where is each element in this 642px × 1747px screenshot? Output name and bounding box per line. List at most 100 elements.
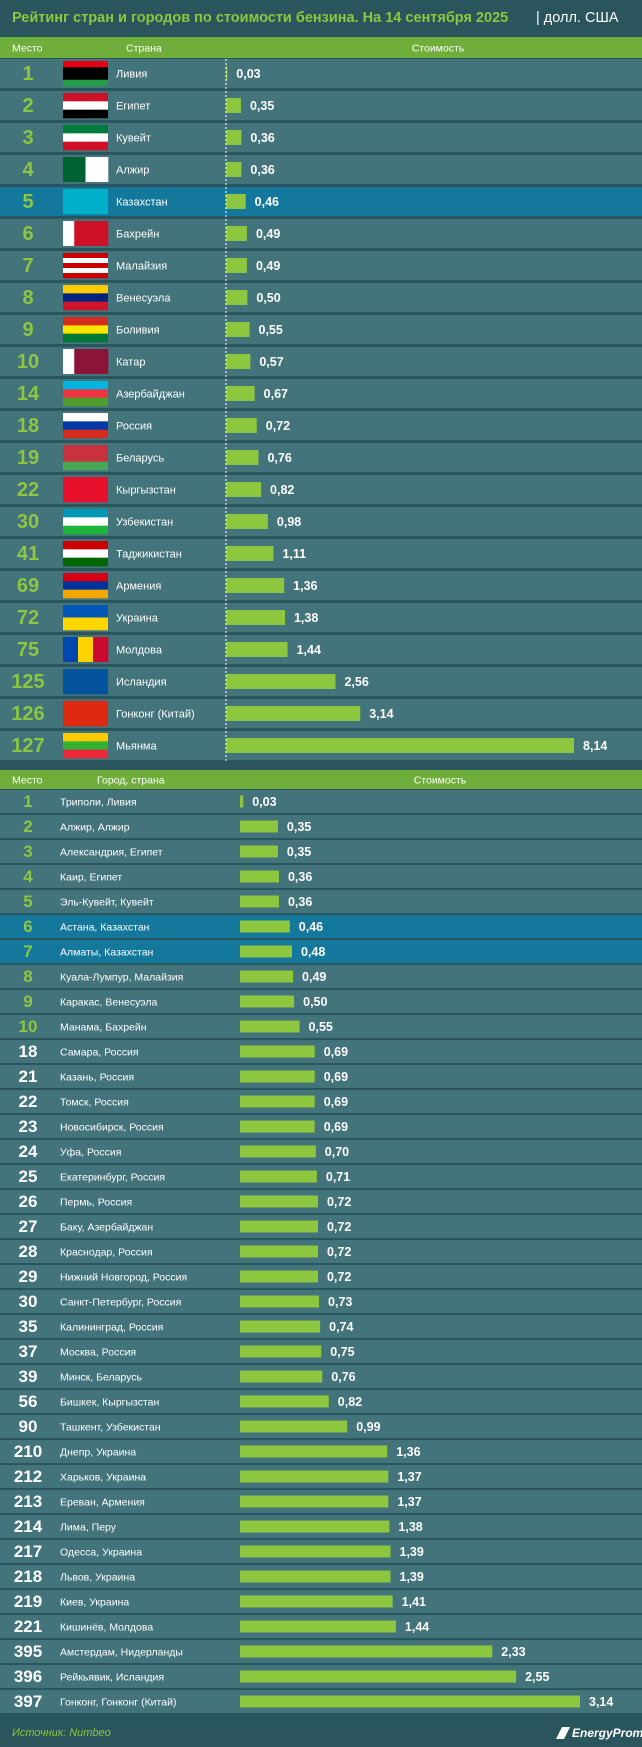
category-label: Алжир — [116, 164, 149, 176]
row — [0, 1290, 642, 1313]
value-label: 1,41 — [402, 1595, 426, 1609]
value-label: 0,69 — [324, 1120, 348, 1134]
value-label: 1,37 — [397, 1495, 421, 1509]
column-header-bar — [0, 770, 642, 789]
rank: 72 — [17, 607, 39, 629]
value-label: 2,55 — [525, 1670, 549, 1684]
category-label: Алжир, Алжир — [60, 821, 130, 833]
value-label: 0,99 — [356, 1420, 380, 1434]
value-label: 1,37 — [397, 1470, 421, 1484]
row — [0, 1090, 642, 1113]
rank: 4 — [22, 159, 34, 181]
value-label: 1,39 — [400, 1570, 424, 1584]
flag — [63, 517, 108, 526]
row — [0, 1015, 642, 1038]
flag — [63, 701, 108, 727]
bar — [240, 1145, 316, 1158]
category-label: Ташкент, Узбекистан — [60, 1421, 161, 1433]
rank: 37 — [19, 1342, 38, 1361]
column-header: Стоимость — [414, 774, 467, 786]
value-label: 0,35 — [250, 99, 274, 113]
category-label: Куала-Лумпур, Малайзия — [60, 971, 183, 983]
flag — [63, 397, 108, 407]
rank: 27 — [19, 1217, 38, 1236]
rank: 221 — [14, 1617, 42, 1636]
rank: 212 — [14, 1467, 42, 1486]
category-label: Эль-Кувейт, Кувейт — [60, 896, 154, 908]
row — [0, 1215, 642, 1238]
rank: 125 — [11, 671, 44, 693]
flag — [63, 525, 108, 535]
value-label: 0,72 — [327, 1245, 351, 1259]
category-label: Амстердам, Нидерланды — [60, 1646, 183, 1658]
value-label: 0,69 — [324, 1095, 348, 1109]
value-label: 0,72 — [327, 1220, 351, 1234]
category-label: Египет — [116, 100, 150, 112]
value-label: 0,76 — [331, 1370, 355, 1384]
rank: 218 — [14, 1567, 42, 1586]
flag — [63, 125, 108, 134]
value-label: 0,55 — [309, 1020, 333, 1034]
bar — [240, 1320, 321, 1333]
category-label: Украина — [116, 612, 159, 624]
row — [0, 1240, 642, 1263]
rank: 25 — [19, 1167, 38, 1186]
flag — [63, 557, 108, 567]
row — [0, 1315, 642, 1338]
row — [0, 815, 642, 838]
bar — [226, 738, 574, 753]
flag — [63, 589, 108, 599]
value-label: 1,36 — [293, 579, 317, 593]
flag — [63, 285, 108, 294]
bar — [226, 610, 285, 625]
bar — [240, 1295, 320, 1308]
rank: 9 — [22, 319, 33, 341]
category-label: Манама, Бахрейн — [60, 1021, 147, 1033]
bar — [240, 1445, 388, 1458]
value-label: 0,46 — [255, 195, 279, 209]
bar — [240, 870, 279, 883]
flag — [63, 581, 108, 590]
bar — [240, 1370, 323, 1383]
row — [0, 990, 642, 1013]
bar — [226, 66, 228, 81]
flag — [63, 317, 108, 326]
flag — [63, 429, 108, 439]
value-label: 0,49 — [256, 227, 280, 241]
bar — [240, 820, 278, 833]
bar — [240, 1220, 318, 1233]
category-label: Бишкек, Кыргызстан — [60, 1396, 160, 1408]
rank: 90 — [19, 1417, 38, 1436]
rank: 56 — [19, 1392, 38, 1411]
value-label: 0,70 — [325, 1145, 349, 1159]
rank: 24 — [19, 1142, 38, 1161]
value-label: 0,76 — [267, 451, 291, 465]
rank: 19 — [17, 447, 39, 469]
value-label: 0,82 — [338, 1395, 362, 1409]
rank: 7 — [23, 942, 32, 961]
flag — [63, 741, 108, 750]
category-label: Самара, Россия — [60, 1046, 139, 1058]
value-label: 1,36 — [396, 1445, 420, 1459]
bar — [240, 1545, 391, 1558]
row — [0, 790, 642, 813]
column-header-bar — [0, 37, 642, 58]
flag — [63, 263, 108, 269]
flag — [74, 349, 109, 374]
rank: 10 — [19, 1017, 38, 1036]
rank: 30 — [19, 1292, 38, 1311]
category-label: Триполи, Ливия — [60, 796, 137, 808]
category-label: Астана, Казахстан — [60, 921, 150, 933]
row — [0, 915, 642, 938]
rank: 18 — [17, 415, 39, 437]
bar — [226, 98, 241, 113]
flag — [63, 413, 108, 422]
rank: 210 — [14, 1442, 42, 1461]
row — [0, 1040, 642, 1063]
value-label: 0,36 — [250, 163, 274, 177]
flag — [63, 381, 108, 390]
bar — [240, 1070, 315, 1083]
rank: 28 — [19, 1242, 38, 1261]
bar — [240, 1095, 315, 1108]
value-label: 0,69 — [324, 1070, 348, 1084]
